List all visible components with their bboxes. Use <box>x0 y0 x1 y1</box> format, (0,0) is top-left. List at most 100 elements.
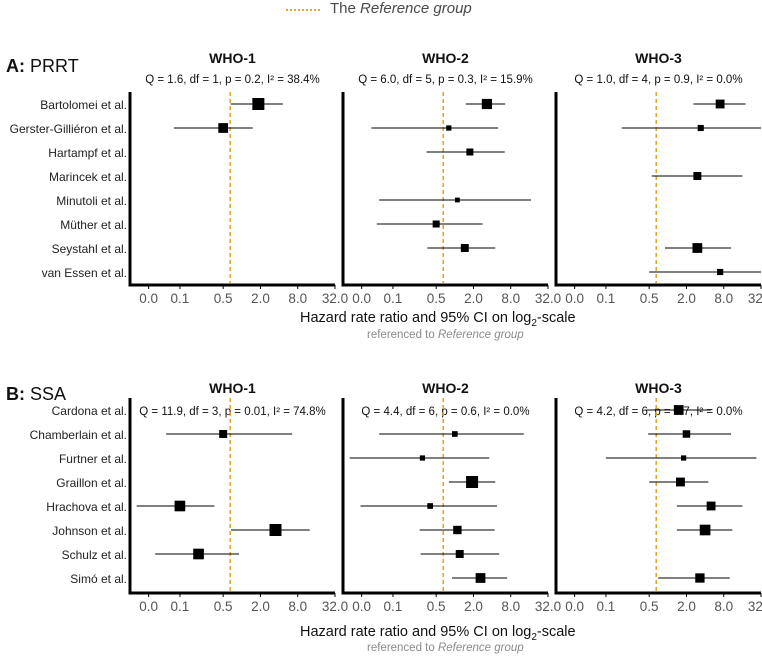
point-estimate <box>695 573 705 583</box>
section-b-name: SSA <box>30 384 67 404</box>
panel-stats: Q = 11.9, df = 3, p = 0.01, I² = 74.8% <box>139 406 325 418</box>
x-tick-label: 32.0 <box>748 291 762 306</box>
study-label: Furtner et al. <box>59 452 127 466</box>
section-b-label: B: SSA <box>6 384 66 405</box>
section-a-letter: A: <box>6 56 25 76</box>
point-estimate <box>717 268 724 276</box>
x-tick-label: 0.1 <box>597 291 616 306</box>
study-label: Bartolomei et al. <box>40 98 127 112</box>
point-estimate <box>466 476 479 488</box>
panel-stats: Q = 1.0, df = 4, p = 0.9, I² = 0.0% <box>574 74 742 86</box>
panel-who-3: WHO-3 Q = 1.0, df = 4, p = 0.9, I² = 0.0%… <box>554 50 762 306</box>
x-axis-title-a-prefix: Hazard rate ratio and 95% CI on log <box>300 310 532 326</box>
x-axis-title-b-sub: 2 <box>531 631 537 643</box>
point-estimate <box>193 548 204 560</box>
section-a-name: PRRT <box>30 56 79 76</box>
x-tick-label: 2.0 <box>677 291 696 306</box>
panel-who-3: WHO-3 Q = 4.2, df = 6, p = 0.7, I² = 0.0%… <box>554 380 762 614</box>
panel-stats: Q = 4.2, df = 6, p = 0.7, I² = 0.0% <box>574 406 742 418</box>
point-estimate <box>269 524 282 536</box>
study-label: Hartampf et al. <box>48 146 127 160</box>
panel-title: WHO-3 <box>635 380 682 396</box>
point-estimate <box>680 455 687 461</box>
point-estimate <box>466 148 474 156</box>
x-tick-label: 0.0 <box>352 599 371 614</box>
x-axis-subtitle-a: referenced to Reference group <box>367 329 524 341</box>
x-tick-label: 2.0 <box>677 599 696 614</box>
study-label: Chamberlain et al. <box>30 428 127 442</box>
x-tick-label: 0.5 <box>214 291 233 306</box>
point-estimate <box>699 524 711 536</box>
x-axis-title-b-prefix: Hazard rate ratio and 95% CI on log <box>300 624 532 640</box>
panel-title: WHO-2 <box>422 50 469 66</box>
point-estimate <box>682 430 691 438</box>
panel-who-1: WHO-1 Q = 11.9, df = 3, p = 0.01, I² = 74… <box>128 380 348 614</box>
x-tick-label: 8.0 <box>714 291 733 306</box>
forest-section-ssa: Cardona et al. Chamberlain et al. Furtner … <box>30 380 762 614</box>
x-axis-subtitle-b-prefix: referenced to <box>367 642 435 654</box>
point-estimate <box>432 220 440 228</box>
point-estimate <box>455 550 464 558</box>
x-tick-label: 0.5 <box>427 599 446 614</box>
panel-title: WHO-2 <box>422 380 469 396</box>
x-tick-label: 8.0 <box>288 291 307 306</box>
study-label: Hrachova et al. <box>46 500 127 514</box>
x-tick-label: 2.0 <box>251 291 270 306</box>
point-estimate <box>460 244 469 252</box>
point-estimate <box>446 125 452 131</box>
point-estimate <box>692 243 703 253</box>
x-tick-label: 0.1 <box>597 599 616 614</box>
x-tick-label: 2.0 <box>464 599 483 614</box>
legend-prefix: The <box>330 0 356 17</box>
x-axis-title-a-sub: 2 <box>531 317 537 329</box>
study-label: Minutoli et al. <box>56 194 127 208</box>
x-axis-subtitle-a-prefix: referenced to <box>367 329 435 341</box>
x-tick-label: 32.0 <box>322 599 348 614</box>
point-estimate <box>419 455 426 461</box>
reference-line-swatch <box>286 9 320 11</box>
x-tick-label: 2.0 <box>464 291 483 306</box>
point-estimate <box>218 123 229 133</box>
legend-emph: Reference group <box>360 0 472 17</box>
legend-label: The Reference group <box>330 0 472 17</box>
x-tick-label: 32.0 <box>748 599 762 614</box>
point-estimate <box>481 98 493 110</box>
study-label: Marincek et al. <box>49 170 127 184</box>
x-tick-label: 0.0 <box>139 291 158 306</box>
x-tick-label: 0.5 <box>427 291 446 306</box>
panel-who-2: WHO-2 Q = 4.4, df = 6, p = 0.6, I² = 0.0%… <box>341 380 561 614</box>
x-tick-label: 32.0 <box>322 291 348 306</box>
study-label: van Essen et al. <box>42 266 127 280</box>
x-tick-label: 2.0 <box>251 599 270 614</box>
point-estimate <box>475 573 486 583</box>
x-tick-label: 0.0 <box>352 291 371 306</box>
panel-title: WHO-1 <box>209 50 256 66</box>
study-label: Gerster-Gilliéron et al. <box>10 122 127 136</box>
x-axis-subtitle-b: referenced to Reference group <box>367 642 524 654</box>
x-tick-label: 8.0 <box>501 599 520 614</box>
study-label: Schulz et al. <box>62 548 127 562</box>
x-tick-label: 0.5 <box>640 291 659 306</box>
study-label: Simó et al. <box>70 572 127 586</box>
x-tick-label: 32.0 <box>535 291 561 306</box>
x-axis-subtitle-b-emph: Reference group <box>437 642 524 654</box>
point-estimate <box>454 197 460 203</box>
forest-section-prrt: Bartolomei et al. Gerster-Gilliéron et al… <box>10 50 762 306</box>
point-estimate <box>219 430 228 438</box>
study-label: Cardona et al. <box>52 404 127 418</box>
point-estimate <box>252 98 265 110</box>
section-a-label: A: PRRT <box>6 56 79 77</box>
panel-stats: Q = 1.6, df = 1, p = 0.2, I² = 38.4% <box>145 74 320 86</box>
section-b-letter: B: <box>6 384 25 404</box>
point-estimate <box>676 477 685 487</box>
panel-who-1: WHO-1 Q = 1.6, df = 1, p = 0.2, I² = 38.4… <box>128 50 348 306</box>
x-tick-label: 0.1 <box>384 291 403 306</box>
point-estimate <box>453 525 462 535</box>
panel-who-2: WHO-2 Q = 6.0, df = 5, p = 0.3, I² = 15.9… <box>341 50 561 306</box>
point-estimate <box>693 172 702 180</box>
x-axis-title-a: Hazard rate ratio and 95% CI on log2-sca… <box>300 310 576 329</box>
x-tick-label: 0.0 <box>139 599 158 614</box>
x-axis-title-a-suffix: -scale <box>536 310 576 326</box>
point-estimate <box>706 501 716 511</box>
